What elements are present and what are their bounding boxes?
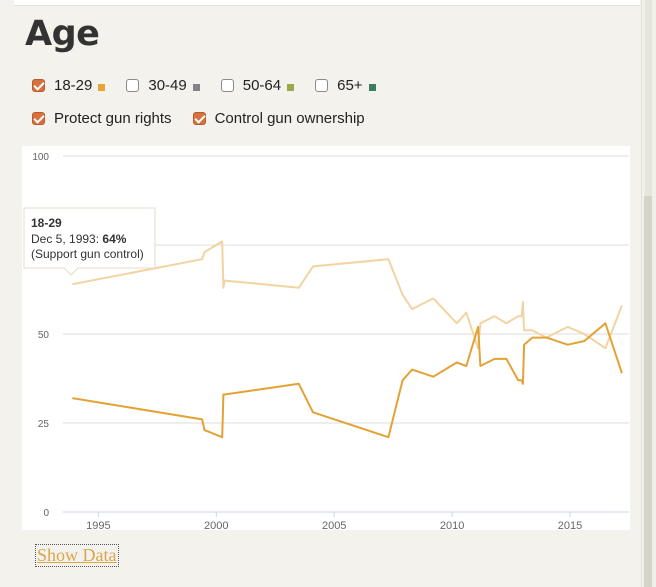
tooltip-pointer	[62, 267, 80, 276]
series-line-0[interactable]	[72, 240, 623, 350]
toggle-label-protect: Protect gun rights	[54, 110, 172, 127]
axis-layer: 025507510019952000200520102015	[32, 152, 582, 532]
show-data-link[interactable]: Show Data	[35, 544, 119, 567]
x-tick-label-2: 2005	[322, 520, 346, 530]
grid-layer	[63, 155, 629, 513]
x-tick-label-0: 1995	[86, 520, 110, 530]
filter-65-plus[interactable]: 65+	[315, 77, 376, 94]
filter-label-65-plus: 65+	[337, 77, 363, 94]
toggle-control-gun-ownership[interactable]: Control gun ownership	[192, 110, 365, 127]
filter-swatch-18-29	[98, 84, 106, 91]
position-toggle-row: Protect gun rights Control gun ownership	[32, 110, 386, 127]
tooltip-date: Dec 5, 1993:	[31, 232, 99, 246]
toggle-checkbox-control[interactable]	[192, 112, 206, 125]
line-chart: 025507510019952000200520102015 18-29 Dec…	[23, 152, 629, 532]
tooltip-pointer-mask	[65, 266, 77, 269]
filter-18-29[interactable]: 18-29	[32, 77, 106, 94]
filter-swatch-50-64	[287, 84, 295, 91]
y-tick-label-2: 50	[38, 330, 50, 341]
toggle-label-control: Control gun ownership	[214, 110, 365, 127]
toggle-checkbox-protect[interactable]	[32, 112, 45, 125]
x-tick-label-4: 2015	[558, 520, 582, 530]
filter-30-49[interactable]: 30-49	[126, 77, 200, 94]
scrollbar-lower[interactable]	[644, 196, 652, 587]
filter-checkbox-50-64[interactable]	[220, 79, 234, 92]
filter-checkbox-30-49[interactable]	[126, 79, 140, 92]
filter-label-18-29: 18-29	[54, 77, 93, 94]
x-tick-label-1: 2000	[204, 520, 228, 530]
chart-panel: 025507510019952000200520102015 18-29 Dec…	[22, 146, 630, 532]
series-line-1[interactable]	[72, 322, 623, 439]
page-title: Age	[25, 14, 100, 54]
filter-checkbox-18-29[interactable]	[32, 79, 45, 92]
filter-50-64[interactable]: 50-64	[220, 77, 295, 94]
filter-label-30-49: 30-49	[148, 77, 187, 94]
filter-swatch-30-49	[192, 84, 200, 91]
tooltip-series: 18-29	[31, 216, 62, 230]
tooltip-box	[23, 207, 156, 269]
tooltip-line: Dec 5, 1993: 64%	[31, 232, 127, 246]
tooltip-note: (Support gun control)	[31, 247, 144, 261]
age-filter-row: 18-29 30-49 50-64 65+	[32, 77, 397, 94]
series-layer	[72, 240, 623, 439]
x-tick-label-3: 2010	[440, 520, 464, 530]
tooltip: 18-29 Dec 5, 1993: 64% (Support gun cont…	[23, 207, 156, 276]
y-tick-label-0: 0	[43, 508, 49, 519]
filter-swatch-65-plus	[368, 84, 376, 91]
y-tick-label-1: 25	[38, 419, 50, 430]
toggle-protect-gun-rights[interactable]: Protect gun rights	[32, 110, 172, 127]
filter-checkbox-65-plus[interactable]	[315, 79, 329, 92]
y-tick-label-4: 100	[32, 152, 49, 163]
top-rule	[14, 0, 640, 6]
scrollbar-thumb[interactable]	[645, 0, 652, 196]
filter-label-50-64: 50-64	[242, 77, 282, 94]
tooltip-value: 64%	[102, 232, 126, 246]
